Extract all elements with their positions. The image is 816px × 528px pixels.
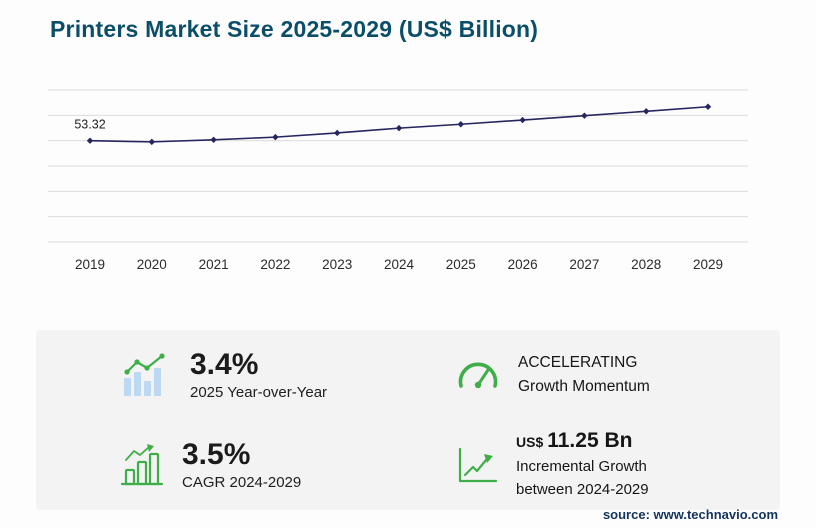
data-point-marker [457, 121, 464, 128]
market-size-chart-area: 53.32 2019 2020 2021 2022 2023 2024 2025 2026 202… [48, 78, 748, 274]
incremental-line1: Incremental Growth [516, 458, 647, 476]
x-axis-tick-label: 2024 [384, 257, 415, 272]
stat-momentum: ACCELERATING Growth Momentum [408, 330, 780, 420]
x-axis-tick-label: 2029 [693, 257, 723, 272]
incremental-currency: US$ [516, 433, 544, 450]
stat-incremental: US$ 11.25 Bn Incremental Growth between 2… [408, 420, 780, 510]
axis-growth-arrow-icon [456, 445, 498, 485]
data-point-marker [704, 103, 712, 110]
data-point-marker [395, 124, 403, 132]
x-axis-tick-label: 2023 [322, 257, 352, 272]
market-size-series-line [89, 105, 709, 143]
data-point-marker [519, 116, 526, 124]
data-point-marker [334, 129, 341, 137]
incremental-value: 11.25 Bn [547, 428, 633, 452]
x-axis-tick-label: 2028 [631, 257, 661, 272]
data-point-marker [148, 138, 155, 146]
speedometer-gauge-icon [456, 355, 500, 395]
x-axis-tick-label: 2020 [137, 257, 167, 272]
x-axis-tick-label: 2019 [75, 257, 105, 272]
momentum-line2: Growth Momentum [518, 378, 650, 395]
data-point-marker [86, 137, 94, 144]
first-point-value-label: 53.32 [74, 118, 105, 132]
data-point-marker [272, 133, 279, 141]
x-axis-tick-label: 2021 [199, 257, 229, 272]
x-axis-tick-label: 2025 [446, 257, 476, 272]
x-axis-tick-label: 2026 [508, 257, 538, 272]
yoy-label: 2025 Year-over-Year [190, 384, 328, 402]
stat-cagr: 3.5% CAGR 2024-2029 [36, 420, 408, 510]
source-credit: source: www.technavio.com [602, 507, 778, 522]
outlined-bars-icon [120, 444, 164, 486]
stats-panel: 3.4% 2025 Year-over-Year ACCELERATING Gr… [36, 330, 780, 510]
cagr-label: CAGR 2024-2029 [182, 474, 302, 492]
data-point-marker [581, 112, 588, 119]
bars-growth-line-icon [120, 352, 172, 398]
momentum-line1: ACCELERATING [518, 353, 638, 371]
incremental-amount: US$ 11.25 Bn [516, 429, 649, 452]
incremental-line2: between 2024-2029 [516, 480, 649, 498]
market-size-line-chart: 53.32 2019 2020 2021 2022 2023 2024 2025 2026 202… [48, 89, 748, 272]
stat-yoy: 3.4% 2025 Year-over-Year [36, 330, 408, 420]
yoy-value: 3.4% [190, 347, 259, 381]
data-point-marker [643, 108, 650, 115]
data-point-marker [210, 136, 217, 143]
page-title: Printers Market Size 2025-2029 (US$ Bill… [50, 16, 539, 42]
x-axis-tick-label: 2027 [569, 257, 599, 272]
cagr-value: 3.5% [182, 437, 251, 471]
x-axis-tick-label: 2022 [260, 257, 290, 272]
